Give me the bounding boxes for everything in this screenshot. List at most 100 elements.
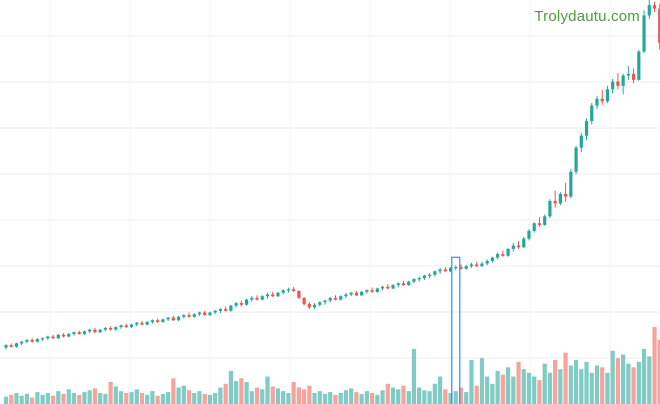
volume-bar (296, 387, 301, 404)
candle-body (506, 248, 510, 256)
volume-bar (213, 393, 218, 404)
candle-body (250, 297, 254, 300)
volume-bar (66, 389, 71, 404)
volume-bar (505, 367, 511, 404)
volume-bar (244, 382, 249, 404)
volume-bar (24, 393, 30, 404)
candle-body (67, 333, 71, 337)
volume-bar (249, 391, 254, 404)
volume-bar (631, 367, 636, 404)
volume-bar (275, 388, 281, 404)
candle-body (349, 292, 353, 295)
candle-body (276, 292, 280, 297)
highlight-box (451, 256, 461, 404)
candle-body (464, 266, 468, 269)
candle-body (119, 325, 123, 328)
volume-bar (589, 372, 594, 404)
volume-bar (479, 358, 485, 404)
candle-body (265, 294, 270, 297)
volume-bar (453, 391, 458, 404)
volume-bar (563, 352, 568, 404)
candle-body (496, 254, 500, 258)
candle-body (548, 200, 552, 217)
candle-body (417, 278, 421, 280)
candle-body (621, 75, 625, 86)
volume-bar (422, 390, 427, 404)
candle-body (255, 297, 259, 300)
candle-body (558, 194, 562, 204)
candle-body (579, 135, 583, 148)
volume-bar (35, 392, 40, 404)
candle-body (229, 305, 233, 311)
candle-body (422, 275, 426, 279)
volume-bar (30, 397, 35, 404)
volume-bar (260, 389, 265, 404)
candle-body (124, 325, 128, 328)
volume-bar (239, 378, 244, 404)
candle-body (176, 316, 181, 321)
volume-bar (657, 339, 660, 404)
candle-body (380, 286, 385, 289)
volume-bar (192, 393, 197, 404)
volume-bar (516, 361, 521, 404)
candle-body (192, 314, 196, 317)
volume-bar (286, 393, 291, 404)
candle-body (590, 105, 594, 122)
volume-bar (155, 395, 160, 404)
volume-bar (553, 360, 558, 404)
volume-bar (641, 349, 647, 404)
volume-bar (50, 395, 56, 404)
candle-body (182, 315, 186, 317)
candle-body (339, 296, 343, 300)
volume-bar (615, 358, 621, 404)
volume-bar (270, 386, 275, 404)
candle-body (333, 297, 338, 300)
candle-body (93, 329, 97, 333)
volume-bar (375, 394, 380, 404)
candle-body (605, 89, 610, 102)
volume-bar (417, 387, 422, 404)
volume-bar (108, 382, 113, 404)
candle-body (14, 343, 19, 347)
volume-bar (448, 393, 453, 404)
candle-body (88, 329, 92, 332)
volume-bar (160, 393, 165, 404)
candle-body (344, 294, 348, 297)
candle-body (82, 331, 87, 334)
candle-body (56, 334, 60, 339)
candle-body (224, 309, 228, 311)
candle-body (370, 290, 374, 292)
candle-body (569, 171, 573, 197)
volume-bar (626, 363, 631, 404)
candle-body (396, 283, 400, 286)
volume-bar (370, 393, 375, 404)
candle-body (109, 327, 113, 330)
volume-bar (234, 381, 239, 404)
volume-bar (328, 392, 333, 404)
candle-body (475, 264, 479, 267)
candle-body (433, 271, 437, 275)
candle-body (490, 257, 494, 261)
volume-bar (427, 391, 432, 404)
candle-body (632, 73, 636, 80)
candle-body (318, 302, 322, 305)
candle-body (4, 345, 8, 348)
volume-bar (521, 369, 526, 404)
candle-body (600, 98, 604, 102)
volume-bar (547, 372, 553, 404)
candle-body (459, 267, 463, 269)
volume-bar (61, 393, 66, 404)
volume-bar (254, 387, 260, 404)
candle-body (302, 297, 306, 304)
volume-bar (3, 396, 9, 404)
candle-body (412, 279, 416, 282)
candle-body (553, 200, 557, 204)
volume-bar (443, 389, 448, 404)
volume-bar (171, 378, 176, 404)
candle-body (35, 339, 39, 342)
candle-body (150, 320, 155, 322)
candle-body (312, 304, 317, 308)
volume-bar (647, 356, 652, 404)
candle-body (616, 81, 620, 86)
